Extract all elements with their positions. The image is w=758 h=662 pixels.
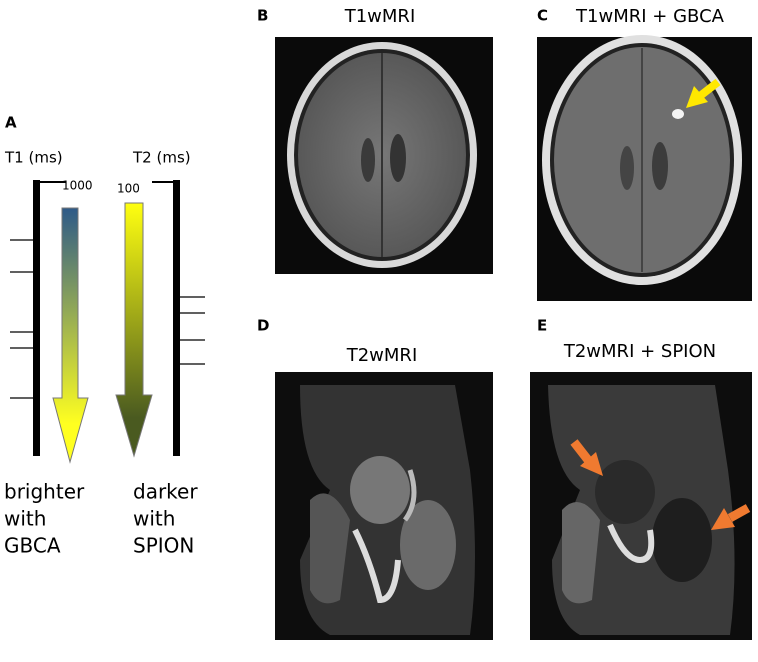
- panel-title: T2wMRI + SPION: [563, 341, 716, 362]
- panel-label: D: [257, 317, 269, 335]
- scale-top-label: 100: [117, 182, 140, 196]
- panel-title: T1wMRI + GBCA: [575, 6, 725, 27]
- mri-image: [530, 372, 752, 640]
- t2-scale: [173, 180, 180, 456]
- panel-label: B: [257, 7, 268, 25]
- caption: with: [133, 507, 175, 531]
- caption: GBCA: [4, 534, 61, 558]
- t1-arrow: [52, 207, 89, 464]
- axis-label: T2 (ms): [132, 149, 191, 167]
- yellow-arrow: [686, 78, 721, 108]
- t2-ticks: [179, 296, 205, 365]
- caption: with: [4, 507, 46, 531]
- mri-image: [275, 37, 493, 274]
- caption: darker: [133, 480, 198, 504]
- scale-top-label: 1000: [62, 179, 93, 193]
- caption: SPION: [133, 534, 194, 558]
- panel-title: T2wMRI: [346, 345, 418, 366]
- panel-title: T1wMRI: [344, 6, 416, 27]
- axis-label: T1 (ms): [4, 149, 63, 167]
- panel-label: E: [537, 317, 547, 335]
- caption: brighter: [4, 480, 85, 504]
- mri-image: [275, 372, 493, 640]
- mri-image: [537, 35, 752, 301]
- t1-scale: [33, 180, 40, 456]
- t2-arrow: [115, 202, 153, 458]
- panel-label: A: [5, 114, 17, 132]
- t1-ticks: [10, 239, 34, 399]
- panel-label: C: [537, 7, 548, 25]
- orange-arrow: [570, 439, 751, 530]
